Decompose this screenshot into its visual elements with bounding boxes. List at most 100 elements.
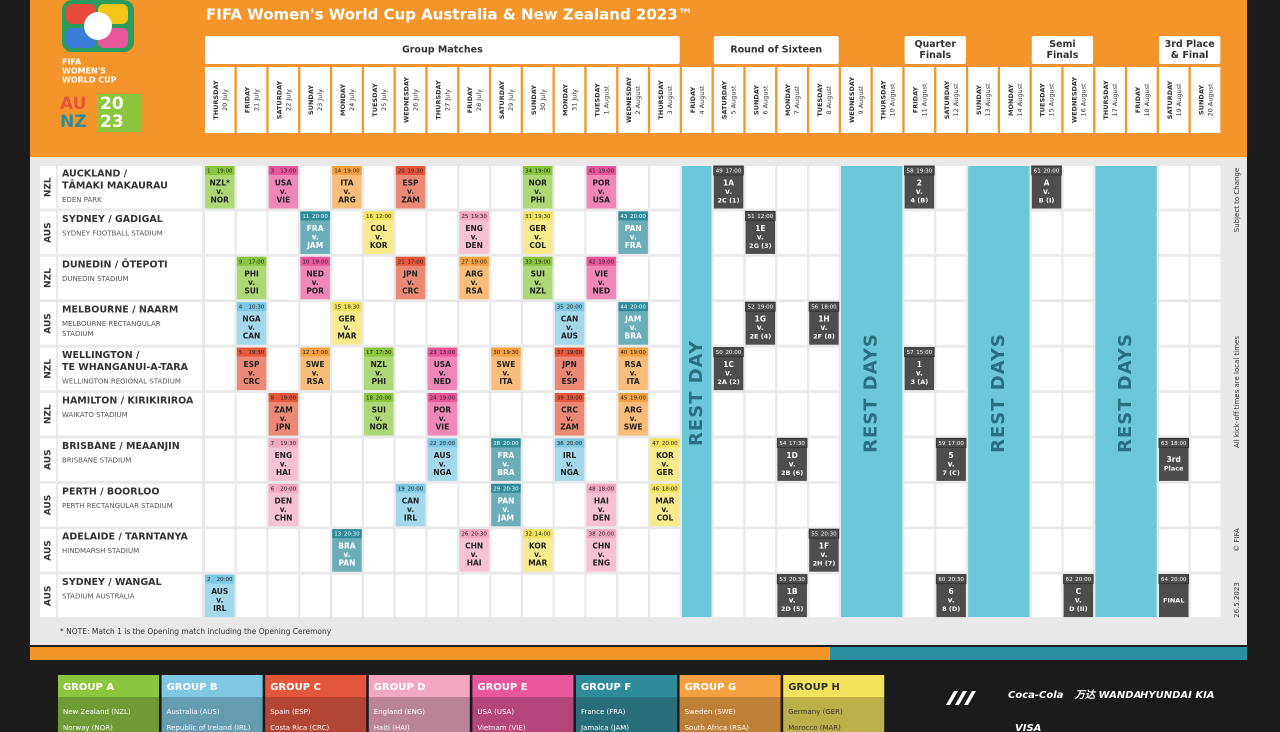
- cell: [650, 256, 680, 300]
- match-line: PAN: [339, 559, 356, 568]
- date-weekday: SUNDAY: [1198, 85, 1206, 115]
- cell: [650, 211, 680, 254]
- match-number: 52: [748, 305, 755, 311]
- country: AUS: [44, 449, 54, 469]
- match-line: ITA: [627, 377, 640, 386]
- date-box: [491, 67, 521, 133]
- venue-name: MELBOURNE / NAARM: [62, 305, 178, 316]
- match-number: 55: [811, 532, 818, 538]
- match-line: HAI: [594, 496, 609, 505]
- match-line: 1A: [723, 179, 734, 188]
- date-day: 4 August: [698, 85, 706, 114]
- match-band: [459, 529, 489, 539]
- logo-country: AU: [60, 94, 86, 114]
- match-time: 20:00: [630, 305, 646, 311]
- cell: [427, 302, 458, 345]
- match-number: 50: [716, 350, 723, 356]
- match-line: NZL: [530, 286, 547, 295]
- venue-name: DUNEDIN / ŌTEPOTI: [62, 259, 168, 270]
- date-day: 27 July: [443, 89, 451, 111]
- match-number: 37: [557, 350, 564, 356]
- date-weekday: WEDNESDAY: [1070, 77, 1078, 123]
- match-line: v.: [630, 323, 637, 332]
- country-tab: [40, 438, 56, 481]
- match-band: [618, 302, 648, 312]
- match-line: CAN: [243, 332, 261, 341]
- cell: [427, 483, 458, 527]
- match-line: v.: [534, 232, 541, 241]
- cell: [332, 211, 362, 254]
- cell: [205, 256, 235, 300]
- match-band: [268, 166, 299, 175]
- match-number: 61: [1034, 169, 1041, 175]
- group-name: GROUP C: [270, 682, 321, 693]
- group-body: [472, 697, 574, 732]
- date-weekday: SATURDAY: [275, 80, 283, 119]
- match-number: 33: [525, 259, 532, 265]
- cell: [364, 483, 394, 527]
- group-body: [265, 697, 367, 732]
- date-weekday: SATURDAY: [1166, 80, 1174, 119]
- date-day: 13 August: [984, 83, 992, 117]
- stadium: BRISBANE STADIUM: [62, 456, 131, 464]
- match-time: 17:30: [789, 441, 805, 447]
- match-band: [427, 438, 458, 448]
- venue-name: TĀMAKI MAKAURAU: [62, 181, 168, 192]
- team: Costa Rica (CRC): [270, 724, 329, 732]
- match-time: 10:30: [248, 305, 264, 311]
- strip: [830, 647, 1247, 660]
- group-head: [679, 675, 781, 697]
- cell: [395, 529, 426, 572]
- match-number: 57: [907, 350, 914, 356]
- match-band: [713, 347, 744, 358]
- date-box: [1159, 67, 1189, 133]
- cell: [332, 574, 362, 618]
- match-time: 20:00: [566, 441, 582, 447]
- cell: [745, 574, 776, 618]
- cell: [554, 256, 585, 300]
- match-line: GER: [656, 468, 673, 477]
- cell: [523, 347, 553, 391]
- match-line: BRA: [625, 332, 642, 341]
- venue-name: SYDNEY / WANGAL: [62, 577, 162, 588]
- match-band: [395, 166, 426, 175]
- match-time: 19:30: [503, 350, 519, 356]
- team: Germany (GER): [788, 708, 843, 716]
- cell: [205, 347, 235, 391]
- match-line: v.: [471, 550, 478, 559]
- match-time: 19:30: [916, 169, 932, 175]
- match-band: [236, 302, 267, 312]
- match-line: v.: [407, 505, 414, 514]
- cell: [745, 483, 776, 527]
- match-line: NED: [434, 377, 452, 386]
- match-line: v.: [375, 232, 382, 241]
- rest-label: REST DAYS: [861, 333, 882, 453]
- match-line: v.: [725, 369, 732, 378]
- cell: [205, 438, 235, 481]
- team: Morocco (MAR): [788, 724, 841, 732]
- match-number: 49: [716, 169, 723, 175]
- date-day: 23 July: [316, 89, 324, 111]
- stadium: STADIUM: [62, 330, 94, 338]
- match-line: v.: [343, 187, 350, 196]
- date-box: [554, 67, 585, 133]
- date-box: [618, 67, 648, 133]
- date-weekday: SATURDAY: [721, 80, 729, 119]
- cell: [809, 211, 839, 254]
- date-box: [682, 67, 712, 133]
- side-note: © FIFA: [1233, 528, 1241, 552]
- group-body: [161, 697, 263, 732]
- cell: [236, 211, 267, 254]
- date-weekday: SUNDAY: [975, 85, 983, 115]
- match-line: 2C (1): [718, 197, 740, 205]
- match-line: v.: [789, 596, 796, 605]
- cell: [1190, 302, 1221, 345]
- match-line: v.: [471, 278, 478, 287]
- cell: [904, 393, 935, 436]
- cell: [1159, 393, 1189, 436]
- cell: [427, 529, 458, 572]
- cell: [650, 574, 680, 618]
- match-line: v.: [598, 187, 605, 196]
- match-line: JAM: [497, 513, 514, 522]
- date-day: 9 August: [857, 85, 865, 114]
